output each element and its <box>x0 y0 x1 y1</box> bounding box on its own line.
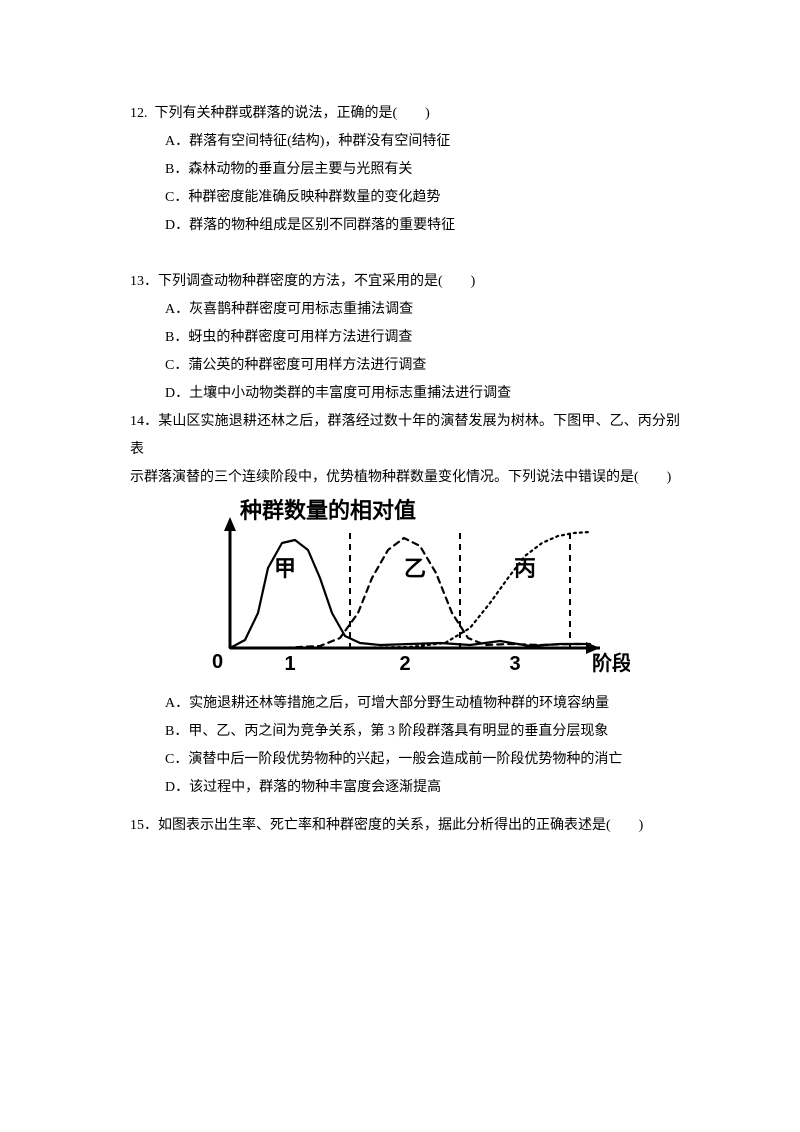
q14-option-d: D．该过程中，群落的物种丰富度会逐渐提高 <box>130 774 680 802</box>
q13-text: 下列调查动物种群密度的方法，不宜采用的是( ) <box>158 274 475 289</box>
svg-text:阶段: 阶段 <box>592 651 630 675</box>
svg-text:甲: 甲 <box>274 556 296 581</box>
svg-text:0: 0 <box>212 651 223 673</box>
q13-option-b: B．蚜虫的种群密度可用样方法进行调查 <box>130 324 680 352</box>
q12-option-b: B．森林动物的垂直分层主要与光照有关 <box>130 156 680 184</box>
q12-option-c: C．种群密度能准确反映种群数量的变化趋势 <box>130 184 680 212</box>
q12-stem: 12. 下列有关种群或群落的说法，正确的是( ) <box>130 100 680 128</box>
svg-text:丙: 丙 <box>514 556 536 581</box>
q12-text: 下列有关种群或群落的说法，正确的是( ) <box>155 106 430 121</box>
spacer <box>130 240 680 268</box>
svg-text:1: 1 <box>284 653 295 675</box>
q14-option-a: A．实施退耕还林等措施之后，可增大部分野生动植物种群的环境容纳量 <box>130 690 680 718</box>
svg-text:2: 2 <box>399 653 410 675</box>
q13-number: 13． <box>130 274 158 289</box>
q14-chart: 种群数量的相对值甲 乙 丙 0 1 2 3 阶段 <box>130 498 680 688</box>
q15-stem: 15．如图表示出生率、死亡率和种群密度的关系，据此分析得出的正确表述是( ) <box>130 812 680 840</box>
q14-stem-line2: 示群落演替的三个连续阶段中，优势植物种群数量变化情况。下列说法中错误的是( ) <box>130 464 680 492</box>
q13-option-a: A．灰喜鹊种群密度可用标志重捕法调查 <box>130 296 680 324</box>
q14-stem-line1: 14．某山区实施退耕还林之后，群落经过数十年的演替发展为树林。下图甲、乙、丙分别… <box>130 408 680 464</box>
q13-stem: 13．下列调查动物种群密度的方法，不宜采用的是( ) <box>130 268 680 296</box>
q13-option-c: C．蒲公英的种群密度可用样方法进行调查 <box>130 352 680 380</box>
q12-option-d: D．群落的物种组成是区别不同群落的重要特征 <box>130 212 680 240</box>
q15-text: 如图表示出生率、死亡率和种群密度的关系，据此分析得出的正确表述是( ) <box>158 818 643 833</box>
q15-number: 15． <box>130 818 158 833</box>
spacer <box>130 802 680 812</box>
q14-option-c: C．演替中后一阶段优势物种的兴起，一般会造成前一阶段优势物种的消亡 <box>130 746 680 774</box>
q13-option-d: D．土壤中小动物类群的丰富度可用标志重捕法进行调查 <box>130 380 680 408</box>
q14-text1: 某山区实施退耕还林之后，群落经过数十年的演替发展为树林。下图甲、乙、丙分别表 <box>130 414 680 457</box>
population-chart-svg: 种群数量的相对值甲 乙 丙 0 1 2 3 阶段 <box>190 498 630 688</box>
q14-option-b: B．甲、乙、丙之间为竞争关系，第 3 阶段群落具有明显的垂直分层现象 <box>130 718 680 746</box>
q12-number: 12. <box>130 106 148 121</box>
q12-option-a: A．群落有空间特征(结构)，种群没有空间特征 <box>130 128 680 156</box>
svg-text:3: 3 <box>509 653 520 675</box>
q14-number: 14． <box>130 414 158 429</box>
svg-text:种群数量的相对值: 种群数量的相对值 <box>240 498 416 523</box>
exam-page: 12. 下列有关种群或群落的说法，正确的是( ) A．群落有空间特征(结构)，种… <box>0 0 800 880</box>
svg-text:乙: 乙 <box>404 556 426 581</box>
